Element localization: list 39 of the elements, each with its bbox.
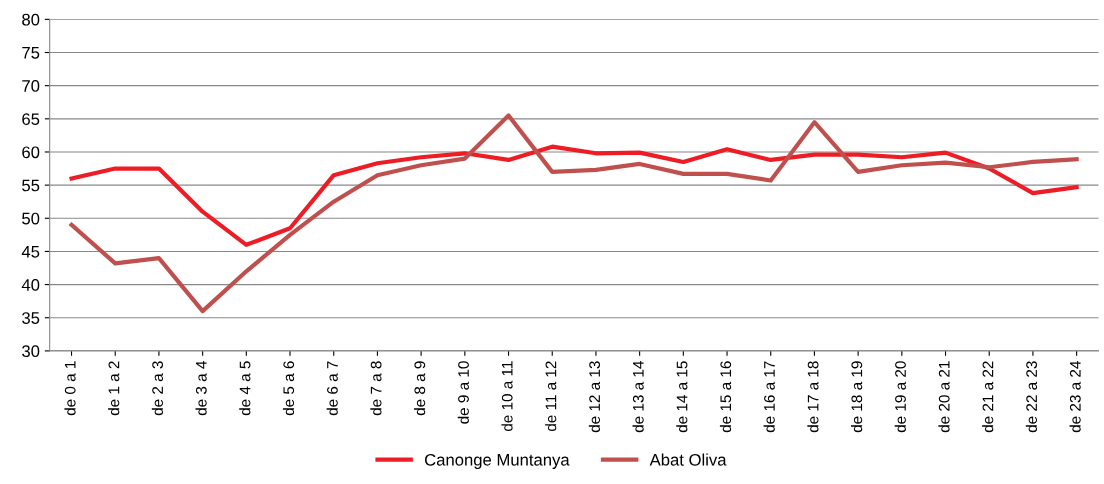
- y-tick-label: 40: [21, 278, 40, 291]
- x-tick-label: de 8 a 9: [414, 361, 426, 416]
- x-tick-label: de 14 a 15: [676, 361, 688, 433]
- legend-label: Abat Oliva: [649, 453, 727, 466]
- x-tick-label: de 20 a 21: [938, 361, 950, 433]
- x-tick-label: de 1 a 2: [108, 361, 120, 416]
- x-tick-label: de 4 a 5: [239, 361, 251, 416]
- x-tick-label: de 2 a 3: [151, 361, 164, 416]
- line-series: [69, 144, 1079, 247]
- x-tick-label: de 18 a 19: [851, 361, 863, 433]
- x-tick-label: de 5 a 6: [282, 361, 295, 416]
- x-tick-label: de 10 a 11: [501, 361, 513, 432]
- x-tick-label: de 7 a 8: [370, 361, 382, 416]
- x-tick-label: de 12 a 13: [588, 361, 601, 433]
- x-tick-label: de 21 a 22: [982, 361, 994, 433]
- x-tick-label: de 17 a 18: [807, 361, 819, 433]
- y-tick-label: 60: [22, 146, 40, 159]
- y-tick-label: 55: [22, 179, 40, 192]
- x-tick-label: de 22 a 23: [1025, 361, 1038, 433]
- x-tick-label: de 6 a 7: [326, 361, 338, 416]
- y-tick-label: 70: [22, 80, 40, 92]
- y-tick-label: 80: [22, 13, 40, 26]
- x-tick-label: de 11 a 12: [545, 361, 557, 432]
- x-tick-label: de 13 a 14: [632, 361, 644, 433]
- y-tick-label: 50: [22, 212, 40, 225]
- y-tick-label: 65: [22, 113, 40, 126]
- x-tick-label: de 3 a 4: [195, 361, 207, 416]
- x-tick-label: de 23 a 24: [1069, 361, 1081, 433]
- x-tick-label: de 15 a 16: [719, 361, 732, 433]
- legend-label: Canonge Muntanya: [425, 453, 570, 469]
- y-tick-label: 75: [22, 47, 40, 59]
- line-series: [69, 113, 1079, 314]
- y-tick-label: 35: [22, 312, 40, 324]
- x-tick-label: de 9 a 10: [457, 361, 469, 424]
- x-tick-label: de 16 a 17: [763, 361, 775, 433]
- y-tick-label: 30: [22, 345, 40, 358]
- x-tick-label: de 0 a 1: [64, 361, 76, 416]
- x-tick-label: de 19 a 20: [894, 361, 906, 433]
- y-tick-label: 45: [21, 246, 40, 258]
